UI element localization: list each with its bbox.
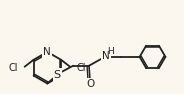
Text: Cl: Cl [9,63,18,73]
Text: O: O [86,79,94,89]
Text: N: N [43,47,51,57]
Text: Cl: Cl [77,63,86,73]
Text: N: N [102,51,110,61]
Text: H: H [107,47,114,56]
Text: S: S [54,70,61,80]
